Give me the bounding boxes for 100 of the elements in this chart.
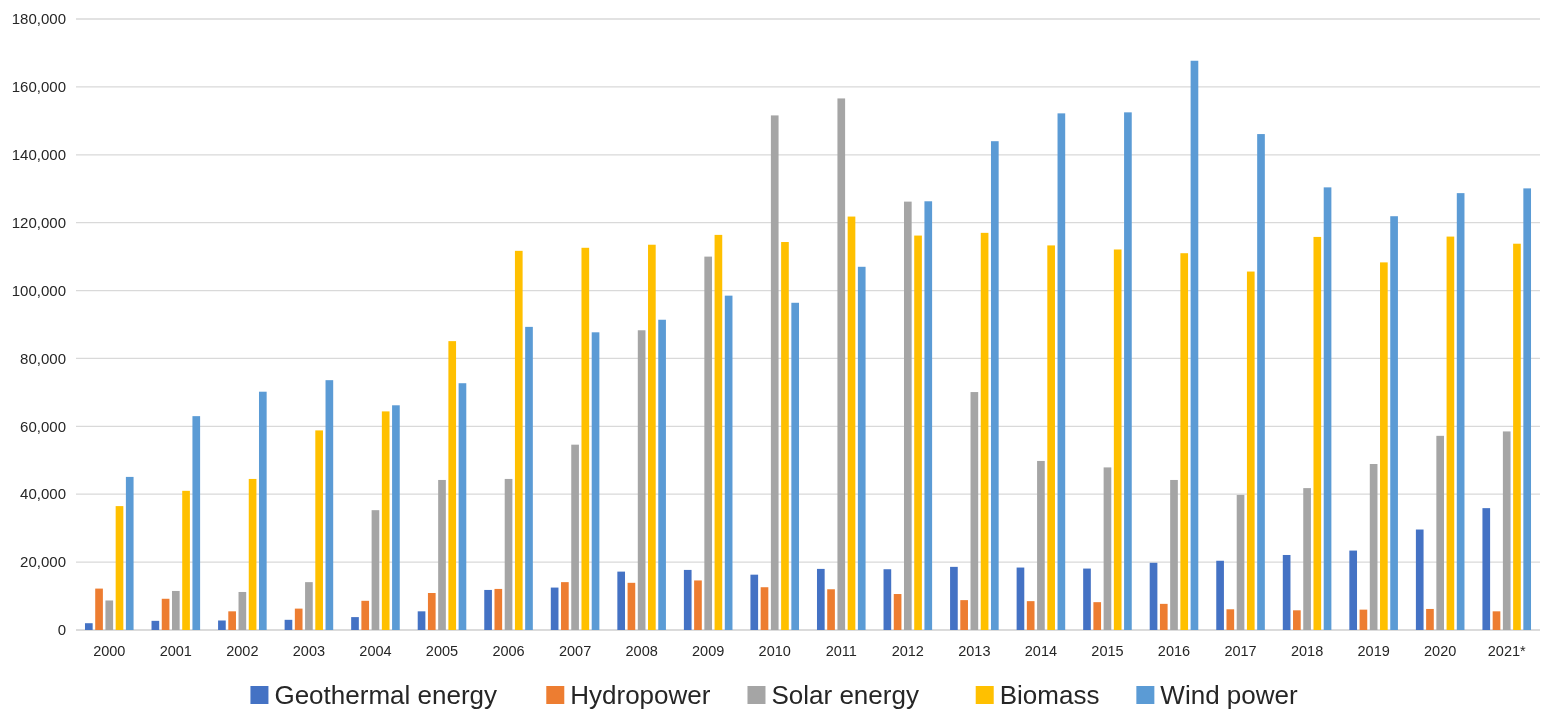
bar <box>1380 262 1388 630</box>
bar <box>248 478 257 630</box>
y-tick-label: 40,000 <box>20 485 66 503</box>
bar <box>105 600 114 630</box>
bar <box>1492 611 1501 630</box>
bar <box>648 244 656 630</box>
legend-label: Solar energy <box>771 680 919 710</box>
bar <box>1282 554 1291 630</box>
x-tick-label: 2017 <box>1224 643 1257 659</box>
bar <box>192 416 201 630</box>
x-tick-label: 2013 <box>958 643 991 659</box>
bar <box>1246 271 1255 630</box>
x-tick-label: 2012 <box>891 643 924 659</box>
x-tick-label: 2006 <box>492 643 525 659</box>
bar <box>1426 608 1434 630</box>
bar <box>381 411 390 630</box>
bar <box>1190 60 1199 630</box>
bar <box>980 232 989 630</box>
bar <box>990 141 999 630</box>
x-tick-label: 2019 <box>1357 643 1390 659</box>
bar <box>591 332 600 630</box>
bar <box>704 256 713 630</box>
bar <box>1303 488 1311 630</box>
y-tick-label: 140,000 <box>11 146 66 164</box>
x-tick-label: 2005 <box>425 643 459 659</box>
bar <box>781 242 789 630</box>
bar <box>1016 567 1025 630</box>
bar <box>392 405 400 630</box>
bar <box>284 619 293 630</box>
bar <box>1149 562 1158 630</box>
bar <box>1124 112 1132 630</box>
bar <box>1226 609 1235 630</box>
bar <box>438 479 446 630</box>
bar <box>361 600 370 630</box>
bar <box>494 588 503 630</box>
bar <box>1415 529 1424 630</box>
bar <box>550 587 559 630</box>
bar <box>1037 460 1045 630</box>
bar <box>1159 603 1168 630</box>
bar <box>427 593 436 630</box>
bar <box>760 587 769 630</box>
bar <box>627 582 636 630</box>
bar <box>1482 508 1491 630</box>
bar <box>1390 216 1398 630</box>
bar <box>617 571 626 630</box>
bar <box>1026 601 1035 630</box>
bar <box>770 115 779 630</box>
bar <box>857 266 866 630</box>
x-tick-label: 2001 <box>159 643 192 659</box>
bar <box>1349 550 1358 630</box>
legend-label: Geothermal energy <box>274 680 497 710</box>
bar <box>1047 245 1055 630</box>
bar <box>816 568 825 630</box>
x-tick-label: 2016 <box>1157 643 1191 659</box>
bar <box>724 295 733 630</box>
bar <box>417 611 426 630</box>
bar <box>714 234 723 630</box>
bar <box>791 302 800 630</box>
bar <box>1170 479 1178 630</box>
legend-label: Biomass <box>999 680 1100 710</box>
bar <box>694 580 702 630</box>
bar <box>1057 113 1066 630</box>
bar <box>658 319 666 630</box>
bar <box>458 383 467 630</box>
bar <box>1323 187 1332 630</box>
legend-label: Hydropower <box>570 680 711 710</box>
y-tick-label: 60,000 <box>20 417 66 435</box>
bar <box>960 600 968 630</box>
bar <box>514 250 523 630</box>
bar <box>750 574 759 630</box>
bar <box>371 510 380 630</box>
bar <box>1446 236 1455 630</box>
bar <box>218 620 226 630</box>
bar <box>238 591 247 630</box>
bar <box>1456 193 1465 630</box>
x-tick-label: 2015 <box>1091 643 1124 659</box>
x-tick-label: 2018 <box>1290 643 1324 659</box>
x-tick-label: 2008 <box>625 643 658 659</box>
bar <box>171 590 180 630</box>
bar <box>484 589 492 630</box>
bar <box>182 490 190 630</box>
x-tick-label: 2002 <box>226 643 259 659</box>
bar <box>504 478 513 630</box>
bar <box>84 623 93 630</box>
x-tick-label: 2021* <box>1487 643 1527 659</box>
legend-label: Wind power <box>1160 680 1298 710</box>
x-tick-label: 2007 <box>558 643 592 659</box>
bar <box>970 392 979 630</box>
x-tick-label: 2011 <box>825 643 857 659</box>
bar <box>448 341 457 630</box>
x-tick-label: 2009 <box>692 643 725 659</box>
bar <box>637 330 646 630</box>
x-tick-label: 2004 <box>359 643 392 659</box>
bar <box>294 608 303 630</box>
bar <box>1093 602 1102 630</box>
y-tick-label: 0 <box>57 621 66 639</box>
bar <box>847 216 856 630</box>
bar <box>151 620 160 630</box>
y-tick-label: 100,000 <box>11 281 66 299</box>
bar <box>161 598 170 630</box>
